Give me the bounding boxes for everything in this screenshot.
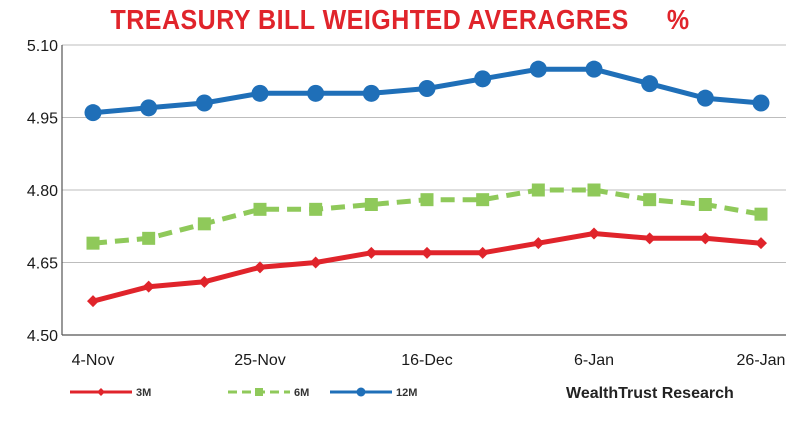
data-point	[251, 84, 269, 102]
legend-marker	[97, 388, 105, 396]
source-label: WealthTrust Research	[566, 385, 734, 402]
data-point	[198, 275, 211, 288]
series-3m	[87, 227, 767, 308]
data-point	[474, 70, 492, 88]
data-point	[531, 183, 545, 197]
legend-item-6m: 6M	[228, 387, 309, 399]
legend-marker	[356, 387, 366, 397]
legend-item-12m: 12M	[330, 387, 417, 399]
data-point	[643, 232, 656, 245]
data-point	[752, 94, 770, 112]
legend-item-3m: 3M	[70, 387, 151, 399]
data-point	[755, 237, 767, 250]
legend: 3M 6M 12M	[70, 387, 417, 399]
data-point	[86, 236, 100, 250]
x-tick-label: 6-Jan	[574, 352, 614, 369]
chart-title-text: TREASURY BILL WEIGHTED AVERAGRES	[110, 4, 629, 36]
series-6m	[86, 183, 768, 250]
data-point	[362, 84, 380, 102]
data-point	[421, 246, 433, 259]
x-tick-label: 16-Dec	[401, 352, 453, 369]
data-point	[476, 193, 490, 207]
y-tick-label: 4.65	[27, 256, 58, 273]
data-point	[587, 183, 601, 197]
data-point	[365, 246, 378, 259]
y-tick-label: 4.95	[27, 111, 58, 128]
legend-marker	[255, 388, 263, 396]
data-point	[641, 75, 659, 93]
y-tick-label: 4.50	[27, 328, 58, 345]
data-point	[142, 231, 156, 245]
series-12m	[84, 60, 770, 122]
data-point	[195, 94, 213, 112]
data-point	[254, 261, 266, 274]
data-point	[588, 227, 600, 240]
chart-title-unit: %	[666, 4, 690, 36]
data-point	[140, 99, 158, 117]
axes: 4.50 4.65 4.80 4.95 5.10 4-Nov 25-Nov 16-Dec 6-J…	[27, 38, 786, 369]
data-point	[142, 280, 155, 293]
data-point	[418, 80, 436, 97]
legend-label: 12M	[396, 387, 417, 399]
data-point	[532, 237, 545, 250]
data-point	[309, 256, 322, 269]
chart-title: TREASURY BILL WEIGHTED AVERAGRES%	[0, 4, 800, 36]
data-point	[84, 104, 102, 122]
data-point	[585, 60, 603, 78]
x-tick-label: 26-Jan	[737, 352, 786, 369]
data-point	[699, 232, 712, 245]
data-point	[529, 60, 547, 78]
data-point	[253, 202, 267, 216]
data-point	[698, 198, 712, 211]
data-point	[364, 198, 378, 211]
data-point	[476, 246, 489, 259]
data-point	[309, 202, 323, 216]
series-line	[90, 231, 764, 304]
y-tick-label: 4.80	[27, 183, 58, 200]
data-point	[420, 193, 434, 207]
data-point	[643, 193, 657, 207]
data-point	[197, 217, 211, 231]
legend-label: 6M	[294, 387, 309, 399]
x-tick-label: 25-Nov	[234, 352, 286, 369]
series-lines	[84, 60, 770, 308]
y-tick-label: 5.10	[27, 38, 58, 55]
data-point	[307, 84, 325, 102]
x-tick-label: 4-Nov	[72, 352, 115, 369]
legend-label: 3M	[136, 387, 151, 399]
data-point	[754, 207, 768, 221]
data-point	[696, 89, 714, 107]
data-point	[87, 295, 99, 308]
